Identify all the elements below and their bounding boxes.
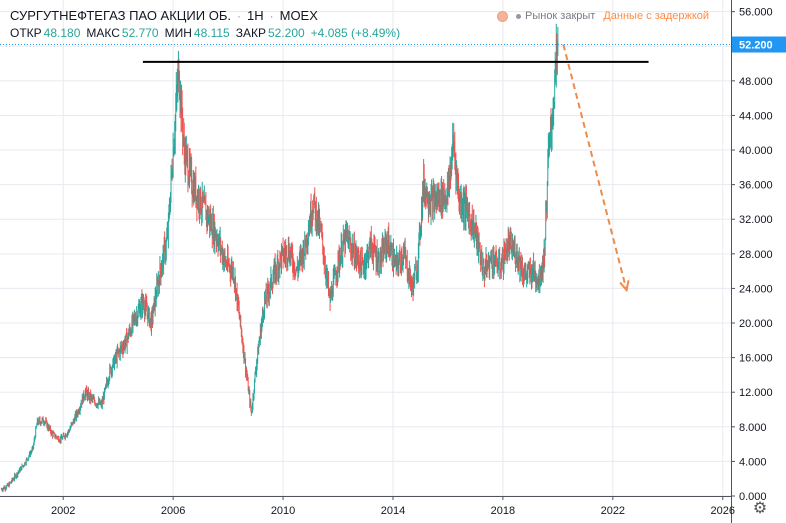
last-price-badge (732, 36, 786, 53)
low-label: МИН (164, 26, 192, 40)
price-tick-label: 40.000 (739, 145, 773, 157)
chart-legend: СУРГУТНЕФТЕГАЗ ПАО АКЦИИ ОБ. · 1Н · MOEX… (10, 8, 404, 40)
price-tick-label: 48.000 (739, 76, 773, 88)
separator-dot: · (269, 8, 274, 23)
high-label: МАКС (86, 26, 120, 40)
price-tick-label: 16.000 (739, 353, 773, 365)
close-value: 52.200 (267, 26, 305, 40)
price-tick-label: 32.000 (739, 214, 773, 226)
low-value: 48.115 (193, 26, 230, 40)
price-tick-label: 44.000 (739, 110, 773, 122)
separator-dot: · (236, 8, 241, 23)
time-tick-label: 2022 (601, 505, 625, 517)
price-tick-label: 56.000 (739, 7, 773, 19)
price-tick-label: 0.000 (739, 491, 767, 503)
open-label: ОТКР (10, 26, 42, 40)
forecast-arrow-line[interactable] (562, 44, 628, 291)
delayed-data-text[interactable]: Данные с задержкой (603, 10, 710, 22)
high-value: 52.770 (121, 26, 159, 40)
last-price-label: 52.200 (739, 40, 773, 52)
symbol-title[interactable]: СУРГУТНЕФТЕГАЗ ПАО АКЦИИ ОБ. (10, 8, 231, 23)
price-tick-label: 20.000 (739, 318, 773, 330)
gear-icon[interactable]: ⚙ (752, 500, 768, 517)
close-label: ЗАКР (235, 26, 266, 40)
price-tick-label: 28.000 (739, 249, 773, 261)
time-tick-label: 2010 (271, 505, 295, 517)
market-status: Рынок закрыт Данные с задержкой (497, 10, 709, 22)
interval-label[interactable]: 1Н (246, 8, 264, 23)
delay-indicator-icon[interactable] (497, 10, 508, 22)
price-tick-label: 4.000 (739, 456, 767, 468)
market-status-text: Рынок закрыт (525, 10, 596, 22)
ohlc-values: ОТКР 48.180 МАКС 52.770 МИН 48.115 ЗАКР 52.2… (10, 26, 404, 40)
change-value: +4.085 (+8.49%) (310, 26, 401, 40)
time-tick-label: 2002 (51, 505, 75, 517)
price-tick-label: 8.000 (739, 422, 767, 434)
time-tick-label: 2026 (711, 505, 735, 517)
time-tick-label: 2006 (161, 505, 185, 517)
price-tick-label: 12.000 (739, 387, 773, 399)
price-tick-label: 36.000 (739, 180, 773, 192)
exchange-label: MOEX (279, 8, 318, 23)
price-tick-label: 24.000 (739, 283, 773, 295)
time-tick-label: 2018 (491, 505, 515, 517)
market-closed-dot-icon (516, 13, 521, 19)
time-tick-label: 2014 (381, 505, 405, 517)
open-value: 48.180 (43, 26, 81, 40)
forecast-arrow-head (619, 280, 630, 293)
